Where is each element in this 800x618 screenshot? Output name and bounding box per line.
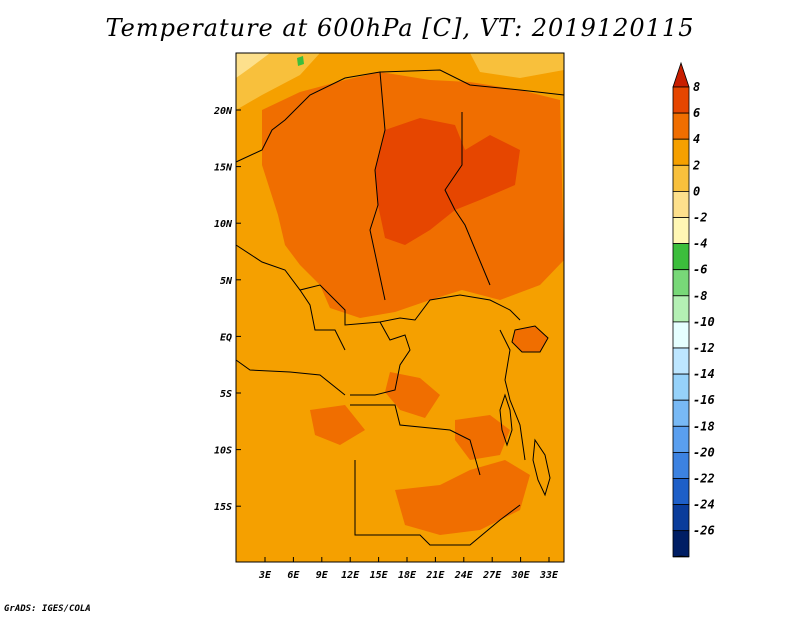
colorbar-label: -8	[693, 289, 707, 303]
lon-label: 21E	[425, 570, 445, 581]
warm-field-southwest	[310, 405, 365, 445]
colorbar-swatch	[672, 243, 690, 271]
cool-spot-green	[297, 56, 304, 66]
lon-label: 18E	[398, 570, 417, 581]
colorbar-label: -4	[693, 237, 707, 251]
lat-label: 20N	[213, 106, 233, 117]
colorbar-label: 4	[693, 132, 700, 146]
warm-field-central	[385, 372, 440, 418]
lake-malawi	[532, 438, 551, 497]
lon-label: 15E	[370, 570, 389, 581]
colorbar-swatch	[672, 451, 690, 479]
longitude-labels: 3E 6E 9E 12E 15E 18E 21E 24E 27E 30E 33E	[258, 557, 559, 581]
cool-field-north	[236, 53, 320, 110]
colorbar-swatch	[672, 373, 690, 401]
colorbar-swatch	[672, 321, 690, 349]
credit-label: GrADS: IGES/COLA	[4, 604, 91, 614]
lake-victoria	[511, 325, 549, 353]
colorbar-label: -22	[693, 472, 715, 486]
map-frame	[235, 52, 565, 563]
colorbar-swatch	[672, 269, 690, 297]
map-title: Temperature at 600hPa [C], VT: 201912011…	[105, 14, 695, 42]
colorbar-label: -20	[693, 445, 715, 459]
lat-label: 15S	[214, 502, 232, 513]
colorbar-swatch	[672, 425, 690, 453]
lon-label: 30E	[511, 570, 531, 581]
colorbar-swatch	[672, 86, 690, 114]
colorbar-label: 8	[693, 80, 700, 94]
colorbar-label: -6	[693, 263, 707, 277]
colorbar-swatch	[672, 504, 690, 532]
lat-label: EQ	[220, 332, 232, 343]
warm-field-southeast	[455, 415, 510, 460]
cool-field-northeast	[470, 53, 564, 78]
colorbar-swatch	[672, 295, 690, 323]
colorbar: 8 6 4 2 0 -2 -4 -6 -8 -10 -12 -14 -16 -18 -20 -22 -24 -26	[672, 61, 715, 558]
lon-label: 6E	[287, 570, 300, 581]
colorbar-top-arrow	[672, 61, 690, 88]
colorbar-label: -16	[693, 393, 715, 407]
lat-label: 5N	[220, 276, 233, 287]
colorbar-swatch	[672, 399, 690, 427]
colorbar-swatch	[672, 530, 690, 558]
colorbar-swatch	[672, 190, 690, 218]
colorbar-swatch	[672, 478, 690, 506]
lat-label: 5S	[220, 389, 232, 400]
warm-field-south	[395, 460, 530, 535]
colorbar-label: 0	[693, 184, 700, 198]
lon-label: 3E	[258, 570, 272, 581]
colorbar-label: -14	[693, 367, 715, 381]
colorbar-swatch	[672, 164, 690, 192]
cool-field-northwest-edge	[236, 53, 270, 78]
colorbar-label: -26	[693, 524, 715, 538]
lon-label: 9E	[316, 570, 329, 581]
colorbar-swatch	[672, 138, 690, 166]
lat-label: 10N	[214, 219, 233, 230]
lat-label: 10S	[214, 446, 232, 457]
lat-label: 15N	[214, 163, 233, 174]
lon-label: 27E	[482, 570, 502, 581]
colorbar-swatch	[672, 347, 690, 375]
colorbar-label: -24	[693, 498, 715, 512]
hot-field-chad	[375, 118, 520, 245]
colorbar-swatch	[672, 217, 690, 245]
lake-tanganyika	[499, 393, 513, 447]
lon-label: 12E	[341, 570, 360, 581]
country-borders	[235, 69, 565, 546]
colorbar-label: -12	[693, 341, 715, 355]
colorbar-swatch	[672, 112, 690, 140]
colorbar-label: -18	[693, 419, 715, 433]
lon-label: 24E	[454, 570, 474, 581]
colorbar-label: -2	[693, 211, 707, 225]
lon-label: 33E	[539, 570, 559, 581]
latitude-labels: 20N 15N 10N 5N EQ 5S 10S 15S	[213, 106, 241, 513]
map-panel	[235, 52, 565, 563]
colorbar-bottom-arrow	[672, 555, 690, 558]
colorbar-label: 2	[692, 158, 700, 172]
colorbar-label: 6	[693, 106, 700, 120]
colorbar-label: -10	[693, 315, 715, 329]
